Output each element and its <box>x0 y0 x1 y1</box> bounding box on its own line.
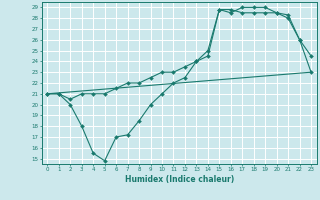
X-axis label: Humidex (Indice chaleur): Humidex (Indice chaleur) <box>124 175 234 184</box>
